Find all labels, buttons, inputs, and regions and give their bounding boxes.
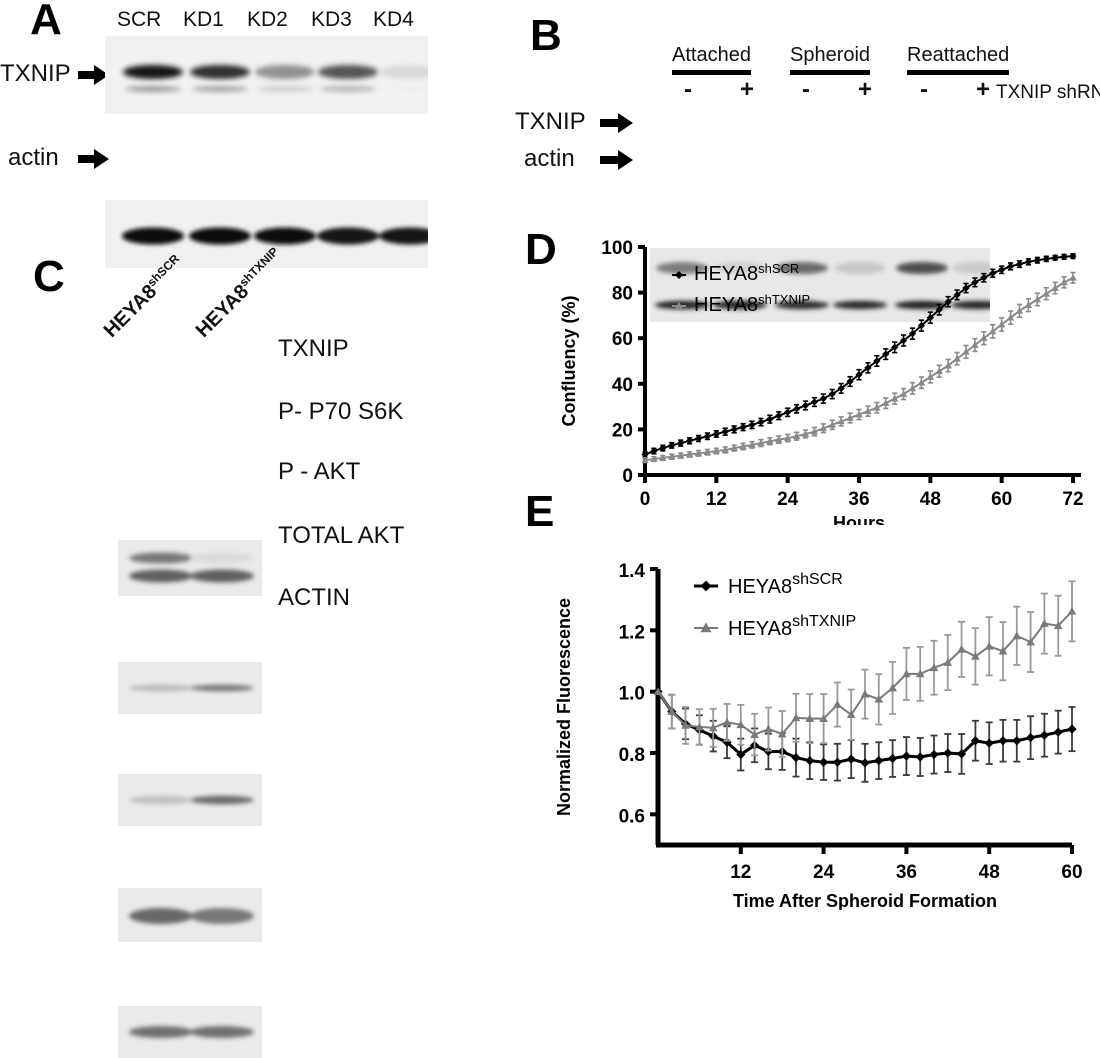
panel-e-legend-label: HEYA8shTXNIP bbox=[728, 613, 856, 640]
panel-d-series-shscr bbox=[641, 252, 1077, 459]
panel-e-legend: HEYA8shSCR HEYA8shTXNIP bbox=[694, 571, 856, 640]
panel-e-series-shtxnip bbox=[653, 580, 1077, 758]
panel-b-condition-label: + bbox=[740, 76, 755, 103]
panel-c-letter: C bbox=[33, 252, 65, 301]
panel-a-blot-txnip bbox=[105, 36, 428, 114]
panel-e-xtick-label: 48 bbox=[979, 862, 1000, 883]
panel-c-row-label-txnip: TXNIP bbox=[278, 335, 349, 362]
panel-d-series-shtxnip bbox=[641, 271, 1077, 464]
panel-d-ytick-label: 60 bbox=[612, 329, 633, 350]
panel-b-condition-label: - bbox=[920, 76, 928, 103]
panel-b-group-label: Reattached bbox=[907, 44, 1010, 75]
panel-b-group-labels: Attached Spheroid Reattached bbox=[662, 44, 1010, 78]
panel-b-side-label: TXNIP shRNA bbox=[996, 82, 1100, 103]
panel-c-blot-pp70s6k bbox=[118, 662, 262, 714]
panel-d-legend: HEYA8shSCR HEYA8shTXNIP bbox=[672, 261, 810, 316]
panel-c-row-label-actin: ACTIN bbox=[278, 584, 350, 611]
panel-c-blot-txnip bbox=[118, 540, 262, 596]
panel-a-lane-label: KD1 bbox=[183, 8, 224, 31]
panel-d-legend-label: HEYA8shTXNIP bbox=[694, 292, 810, 316]
panel-d-chart: 0 20 40 60 80 100 0 12 24 36 48 60 72 Hours Confluency… bbox=[545, 225, 1090, 525]
panel-d-xtick-label: 0 bbox=[640, 489, 651, 510]
panel-b-group-label: Attached bbox=[672, 44, 751, 75]
arrow-icon-b-actin bbox=[600, 150, 633, 170]
panel-b-blot bbox=[650, 248, 990, 322]
panel-b-row-label-actin: actin bbox=[524, 145, 575, 172]
arrow-icon-b-txnip bbox=[600, 113, 633, 133]
panel-e-ytick-label: 1.4 bbox=[619, 561, 646, 582]
panel-d-xtick-label: 24 bbox=[777, 489, 799, 510]
panel-b-group-underline bbox=[790, 70, 871, 75]
panel-e-ytick-label: 0.8 bbox=[619, 745, 645, 766]
panel-e-xtick-label: 60 bbox=[1061, 862, 1082, 883]
panel-d-yaxis-label: Confluency (%) bbox=[559, 295, 579, 426]
panel-b-condition-label: - bbox=[684, 76, 692, 103]
panel-d-ytick-label: 40 bbox=[612, 375, 633, 396]
panel-e-letter: E bbox=[525, 487, 555, 536]
panel-d-ytick-label: 80 bbox=[612, 284, 633, 305]
panel-e-yaxis-label: Normalized Fluorescence bbox=[554, 598, 574, 816]
panel-a-row-label-actin: actin bbox=[8, 144, 59, 171]
panel-d-xtick-label: 60 bbox=[991, 489, 1012, 510]
panel-b-group-underline bbox=[672, 70, 751, 75]
panel-e-ytick-label: 1.0 bbox=[619, 684, 645, 705]
panel-e-ytick-label: 0.6 bbox=[619, 806, 645, 827]
panel-d-legend-label: HEYA8shSCR bbox=[694, 261, 799, 285]
panel-e-legend-label: HEYA8shSCR bbox=[728, 571, 843, 598]
panel-b-row-label-txnip: TXNIP bbox=[515, 108, 586, 135]
panel-a-lane-label: KD2 bbox=[247, 8, 288, 31]
panel-b-group-underline bbox=[907, 70, 1010, 75]
panel-c-blot-actin bbox=[118, 1006, 262, 1058]
panel-b-condition-label: - bbox=[802, 76, 810, 103]
panel-b-condition-label: + bbox=[976, 76, 991, 103]
panel-e-xtick-label: 24 bbox=[813, 862, 835, 883]
panel-b-condition-label: + bbox=[858, 76, 873, 103]
panel-c-blot-pakt bbox=[118, 774, 262, 826]
panel-d-ytick-label: 0 bbox=[622, 466, 633, 487]
panel-d-ytick-label: 100 bbox=[601, 238, 633, 259]
panel-b-letter: B bbox=[530, 11, 562, 60]
panel-e-chart: 0.6 0.8 1.0 1.2 1.4 12 24 36 48 60 Time After Sphe… bbox=[530, 535, 1090, 910]
panel-c-blot-total-akt bbox=[118, 888, 262, 942]
panel-a-blot-actin bbox=[105, 200, 428, 268]
panel-d-xtick-label: 48 bbox=[920, 489, 941, 510]
panel-d-xtick-label: 72 bbox=[1062, 489, 1083, 510]
arrow-icon-a-actin bbox=[78, 149, 109, 169]
panel-d-xtick-label: 12 bbox=[706, 489, 727, 510]
panel-e-ytick-label: 1.2 bbox=[619, 622, 645, 643]
panel-d-xtick-label: 36 bbox=[848, 489, 869, 510]
panel-a-lane-label: KD3 bbox=[311, 8, 352, 31]
panel-c-row-label-pakt: P - AKT bbox=[278, 458, 361, 485]
panel-d-xaxis-label: Hours bbox=[833, 513, 885, 525]
panel-e-xaxis-label: Time After Spheroid Formation bbox=[733, 891, 997, 910]
panel-e-xtick-label: 36 bbox=[896, 862, 917, 883]
panel-b-condition-labels: - + - + - + bbox=[662, 76, 992, 106]
panel-a-lane-label: KD4 bbox=[373, 8, 414, 31]
panel-d-ytick-label: 20 bbox=[612, 420, 633, 441]
panel-b-group-label: Spheroid bbox=[790, 44, 871, 75]
panel-e-xtick-label: 12 bbox=[730, 862, 751, 883]
panel-a-letter: A bbox=[30, 0, 62, 44]
panel-a-row-label-txnip: TXNIP bbox=[0, 60, 71, 87]
panel-c-row-label-pp70s6k: P- P70 S6K bbox=[278, 398, 404, 425]
panel-d-letter: D bbox=[525, 225, 557, 274]
panel-e-series-shscr bbox=[653, 687, 1077, 783]
panel-a-lane-label: SCR bbox=[117, 8, 162, 31]
panel-c-row-label-total-akt: TOTAL AKT bbox=[278, 522, 405, 549]
arrow-icon-a-txnip bbox=[78, 65, 109, 85]
